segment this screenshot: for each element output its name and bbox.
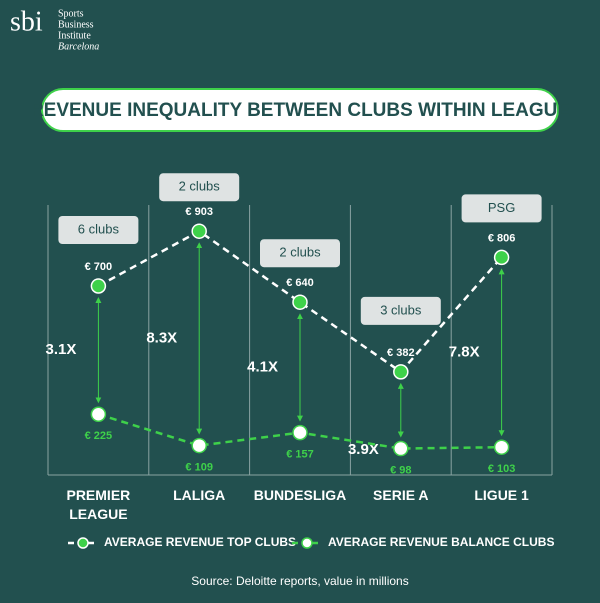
chart-title: REVENUE INEQUALITY BETWEEN CLUBS WITHIN …: [30, 100, 570, 121]
value-label: € 903: [185, 206, 213, 218]
value-label: € 640: [286, 277, 314, 289]
point: [191, 223, 207, 239]
value-label: € 98: [390, 464, 411, 476]
category-label: LIGUE 1: [474, 487, 529, 503]
value-label: € 157: [286, 449, 314, 461]
brand-line: Institute: [58, 30, 91, 41]
point: [493, 439, 510, 455]
point: [90, 278, 107, 294]
series-line: [97, 229, 503, 374]
ratio-label: 8.3X: [146, 329, 177, 346]
brand-line: Barcelona: [58, 41, 99, 52]
note-box: [360, 296, 441, 325]
category-label: LALIGA: [173, 487, 226, 503]
point: [393, 440, 409, 457]
legend-label: AVERAGE REVENUE TOP CLUBS: [104, 535, 296, 549]
value-label: € 103: [488, 463, 516, 475]
brand-line: Business: [58, 19, 94, 30]
note-box: [461, 194, 542, 223]
brand-line: Sports: [58, 8, 84, 19]
note-label: 3 clubs: [380, 302, 422, 317]
ratio-label: 4.1X: [247, 358, 278, 375]
legend-label: AVERAGE REVENUE BALANCE CLUBS: [328, 535, 554, 549]
title-box: [41, 88, 559, 132]
note-label: 6 clubs: [78, 221, 120, 236]
ratio-label: 7.8X: [449, 343, 480, 360]
note-box: [58, 216, 139, 244]
point: [393, 364, 409, 380]
point: [493, 249, 510, 266]
point: [292, 424, 308, 441]
ratio-label: 3.9X: [348, 441, 379, 458]
legend-marker: [77, 537, 89, 549]
value-label: € 109: [185, 461, 213, 473]
value-label: € 225: [85, 430, 113, 442]
note-label: PSG: [488, 200, 515, 215]
value-label: € 700: [85, 261, 113, 273]
note-label: 2 clubs: [179, 179, 221, 194]
note-label: 2 clubs: [279, 245, 321, 260]
value-label: € 806: [488, 232, 516, 244]
point: [292, 294, 308, 310]
note-box: [159, 173, 240, 202]
note-box: [260, 239, 340, 268]
category-label: PREMIER LEAGUE: [66, 487, 131, 522]
category-label: BUNDESLIGA: [253, 487, 347, 503]
category-label: SERIE A: [373, 487, 429, 503]
point: [191, 437, 207, 454]
logo: sbi: [10, 6, 43, 37]
point: [90, 406, 107, 422]
value-label: € 382: [387, 347, 415, 359]
source: Source: Deloitte reports, value in milli…: [191, 574, 408, 588]
ratio-label: 3.1X: [46, 341, 77, 358]
legend-marker: [301, 537, 313, 549]
